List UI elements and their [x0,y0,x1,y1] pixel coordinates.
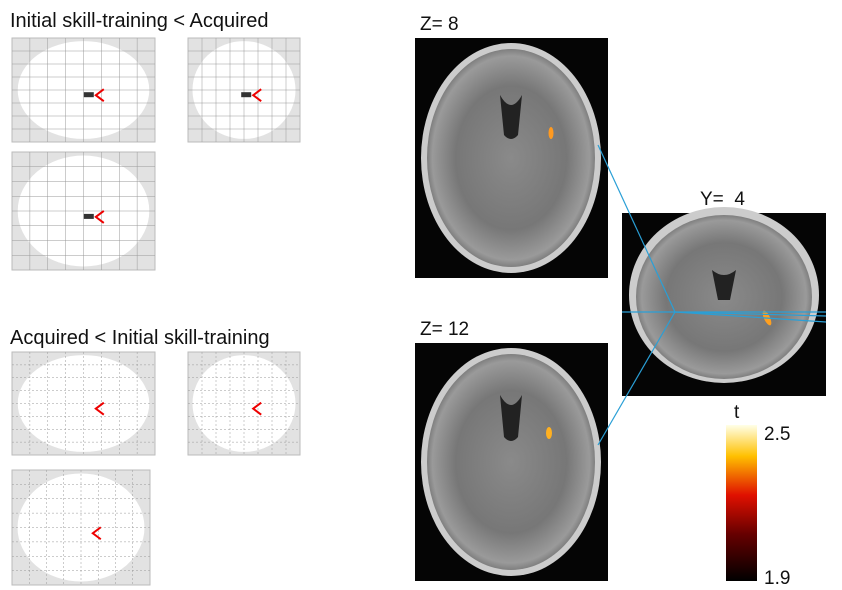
colorbar-label: t [734,402,740,423]
cursor [91,526,102,541]
activation [83,92,94,98]
panel-title: Acquired < Initial skill-training [10,327,270,349]
glass-outline [17,355,150,452]
panel-title: Initial skill-training < Acquired [10,10,268,32]
activation [83,213,94,219]
cursor [94,401,105,416]
cursor [94,88,105,102]
connector-lines [597,144,827,446]
colorbar-min: 1.9 [764,568,790,589]
axial-slice [415,38,608,278]
slice-label: Z= 12 [420,319,469,340]
cursor [251,88,262,102]
activation [241,92,252,98]
slice-label: Y= 4 [700,189,745,210]
glass-brains [11,37,301,586]
coronal-slice [622,207,826,396]
colorbar [726,425,757,581]
slice-label: Z= 8 [420,14,459,35]
cursor [251,401,262,416]
colorbar-max: 2.5 [764,424,790,445]
axial-slice [415,343,608,581]
cursor [94,210,105,224]
